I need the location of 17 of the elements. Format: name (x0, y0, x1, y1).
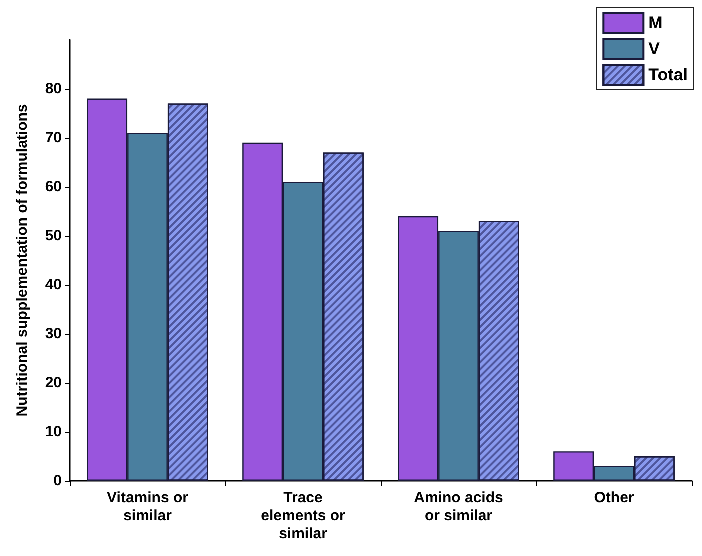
y-tick-label: 60 (45, 178, 62, 196)
y-axis-title: Nutritional supplementation of formulations (14, 104, 31, 417)
y-tick-label: 50 (45, 228, 62, 244)
legend-label: Total (648, 66, 688, 84)
x-tick-label: Amino acids or similar (414, 490, 504, 524)
x-tick-label: Vitamins or similar (107, 490, 189, 524)
y-tick-label: 40 (45, 276, 62, 294)
x-tick-label: Trace elements or similar (261, 490, 346, 542)
y-tick-label: 80 (45, 80, 62, 98)
x-tick-label: Other (594, 490, 634, 506)
y-tick-label: 0 (54, 472, 62, 490)
y-tick-label: 30 (45, 326, 62, 342)
legend-label: M (648, 14, 663, 32)
y-tick-label: 20 (45, 374, 62, 392)
y-tick-label: 70 (45, 130, 62, 146)
legend-label: V (648, 40, 661, 58)
y-tick-label: 10 (45, 424, 62, 440)
